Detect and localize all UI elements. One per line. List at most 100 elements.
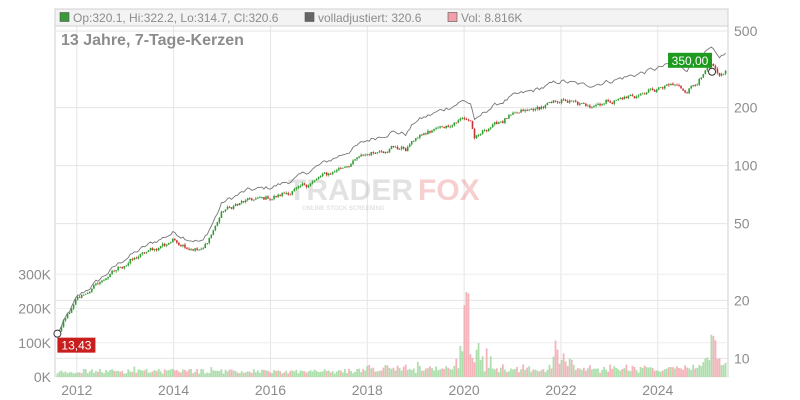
volume-bar xyxy=(64,371,67,377)
candle-body xyxy=(498,122,500,124)
volume-bar xyxy=(358,368,361,377)
volume-bar xyxy=(192,373,194,377)
volume-bar xyxy=(528,366,531,377)
candle-body xyxy=(76,296,79,300)
candle-body xyxy=(321,173,324,177)
volume-bar xyxy=(552,356,555,377)
volume-bar xyxy=(617,369,620,377)
volume-bar xyxy=(495,368,498,377)
y-tick-label: 100 xyxy=(734,158,758,174)
candle-body xyxy=(307,185,310,188)
volume-bar xyxy=(131,372,134,377)
volume-bar xyxy=(182,369,184,377)
candle-body xyxy=(295,187,298,190)
candle-body xyxy=(115,270,117,272)
candle-body xyxy=(451,125,454,127)
candle-body xyxy=(536,106,539,110)
candle-body xyxy=(585,103,587,106)
volume-bar xyxy=(133,366,136,377)
volume-bar xyxy=(101,372,103,377)
y-tick-label: 500 xyxy=(734,23,758,39)
candle-body xyxy=(398,149,401,150)
volume-bar xyxy=(453,365,456,377)
volume-bar xyxy=(586,368,589,377)
annotations: 350,00 13,43 xyxy=(53,52,717,353)
volume-bar xyxy=(700,366,703,377)
volume-bar xyxy=(702,362,705,377)
volume-bar xyxy=(386,365,389,377)
volume-tick-label: 100K xyxy=(18,335,51,351)
candle-body xyxy=(285,192,288,194)
volume-bar xyxy=(674,368,676,377)
volume-bar xyxy=(263,369,265,377)
candle-body xyxy=(635,96,638,99)
candle-body xyxy=(265,196,267,200)
volume-bar xyxy=(155,371,158,377)
candle-body xyxy=(718,72,721,76)
volume-tick-label: 200K xyxy=(18,301,51,317)
candle-body xyxy=(196,248,198,250)
candle-body xyxy=(504,118,506,124)
candle-body xyxy=(105,278,107,281)
candle-body xyxy=(218,217,221,223)
volume-bar xyxy=(244,372,247,377)
adjusted-series xyxy=(57,46,726,334)
candle-body xyxy=(437,127,439,129)
volume-bar xyxy=(682,369,684,377)
volume-bar xyxy=(157,368,160,377)
candle-body xyxy=(352,160,354,165)
candle-body xyxy=(145,251,148,253)
volume-bar xyxy=(139,369,142,377)
volume-bar xyxy=(279,371,282,377)
volume-bar xyxy=(404,364,407,377)
volume-bar xyxy=(311,371,314,377)
candle-body xyxy=(315,179,318,181)
x-tick-label: 2014 xyxy=(158,382,189,398)
candle-body xyxy=(269,198,271,200)
volume-bar xyxy=(659,371,662,377)
candle-body xyxy=(676,84,678,86)
candle-body xyxy=(329,173,332,175)
volume-bar xyxy=(684,365,686,377)
candle-body xyxy=(684,90,686,93)
candle-body xyxy=(712,63,715,66)
candle-body xyxy=(224,209,227,212)
candle-body xyxy=(589,105,591,108)
candle-body xyxy=(425,133,427,135)
volume-bar xyxy=(84,369,87,377)
volume-bar xyxy=(670,367,672,377)
volume-bar xyxy=(497,372,500,377)
candle-body xyxy=(202,248,205,249)
volume-bar xyxy=(175,369,178,377)
volume-bar xyxy=(354,371,356,377)
volume-bar xyxy=(283,372,286,377)
volume-bar xyxy=(576,368,579,377)
candle-body xyxy=(678,85,680,86)
volume-bar xyxy=(384,365,387,377)
candle-body xyxy=(554,100,557,102)
volume-bar xyxy=(202,369,205,377)
volume-bar xyxy=(473,362,476,377)
candle-body xyxy=(706,67,709,71)
high-flag-label: 350,00 xyxy=(672,54,709,68)
high-marker xyxy=(708,67,717,76)
candle-body xyxy=(259,197,261,199)
volume-bar xyxy=(471,357,474,377)
candle-body xyxy=(587,105,589,107)
candle-body xyxy=(70,308,73,313)
volume-bar xyxy=(222,373,225,377)
volume-bar xyxy=(722,364,725,377)
volume-bar xyxy=(94,371,97,377)
volume-bar xyxy=(285,370,288,377)
volume-bar xyxy=(601,369,603,377)
candle-body xyxy=(698,78,701,85)
candle-body xyxy=(530,109,533,110)
volume-bar xyxy=(161,373,164,377)
candle-body xyxy=(180,245,182,247)
volume-bar xyxy=(589,365,591,377)
candle-body xyxy=(386,151,389,153)
candle-body xyxy=(273,196,275,200)
candle-body xyxy=(242,201,245,202)
volume-bar xyxy=(234,371,237,377)
candle-body xyxy=(151,248,154,251)
